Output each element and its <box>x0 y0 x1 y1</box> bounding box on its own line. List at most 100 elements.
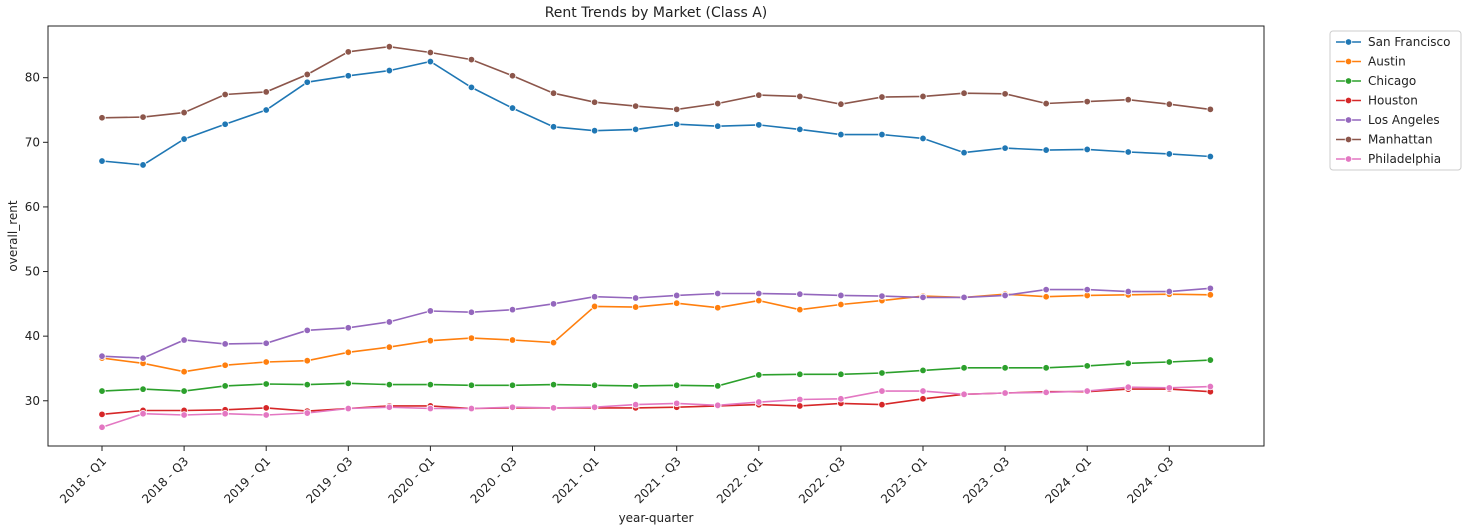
data-point-austin <box>1042 293 1050 301</box>
data-point-los-angeles <box>755 289 763 298</box>
data-point-los-angeles <box>1083 285 1091 294</box>
data-point-san-francisco <box>1206 152 1215 161</box>
data-point-san-francisco <box>139 161 147 169</box>
data-point-philadelphia <box>673 399 681 408</box>
data-point-philadelphia <box>262 411 270 419</box>
y-tick-label: 50 <box>25 265 40 279</box>
x-tick-label: 2020 - Q3 <box>468 454 520 506</box>
data-point-los-angeles <box>796 290 804 298</box>
x-tick-label: 2018 - Q1 <box>57 454 109 506</box>
data-point-los-angeles <box>673 291 681 300</box>
data-point-los-angeles <box>98 352 106 360</box>
data-point-san-francisco <box>221 120 229 128</box>
data-point-los-angeles <box>303 326 311 335</box>
series-line-manhattan <box>101 45 1211 119</box>
data-point-philadelphia <box>385 403 394 411</box>
data-point-austin <box>549 338 558 347</box>
data-point-philadelphia <box>1042 388 1050 397</box>
data-point-los-angeles <box>262 339 270 347</box>
data-point-philadelphia <box>303 409 311 417</box>
data-point-chicago <box>1165 358 1173 366</box>
x-axis-title: year-quarter <box>619 511 694 525</box>
legend-marker <box>1344 155 1353 163</box>
data-point-philadelphia <box>467 404 476 413</box>
data-point-manhattan <box>796 92 804 101</box>
data-point-austin <box>755 296 763 305</box>
plot-area <box>47 25 1265 447</box>
data-point-chicago <box>878 369 886 377</box>
x-tick-label: 2022 - Q3 <box>796 454 848 506</box>
series-layer <box>98 42 1215 431</box>
x-tick-label: 2019 - Q3 <box>303 454 355 506</box>
data-point-chicago <box>673 381 681 389</box>
data-point-manhattan <box>467 55 476 64</box>
data-point-manhattan <box>1124 95 1132 104</box>
data-point-chicago <box>1042 364 1050 372</box>
data-point-manhattan <box>1083 97 1091 106</box>
legend-item-san-francisco: San Francisco <box>1336 35 1450 49</box>
legend-item-austin: Austin <box>1336 55 1406 69</box>
x-tick-label: 2021 - Q1 <box>550 454 602 506</box>
data-point-los-angeles <box>631 294 640 302</box>
x-tick-label: 2018 - Q3 <box>139 454 191 506</box>
data-point-austin <box>714 304 722 312</box>
legend-label: Los Angeles <box>1368 113 1440 127</box>
data-point-san-francisco <box>878 130 886 139</box>
data-point-houston <box>919 395 927 403</box>
data-point-manhattan <box>590 98 599 106</box>
data-point-philadelphia <box>1001 389 1009 397</box>
x-tick-label: 2021 - Q3 <box>632 454 684 506</box>
legend-marker <box>1344 77 1353 85</box>
data-point-san-francisco <box>180 135 188 143</box>
x-tick-label: 2024 - Q3 <box>1124 454 1176 506</box>
x-tick-label: 2020 - Q1 <box>385 454 437 506</box>
legend-marker <box>1344 96 1353 105</box>
legend-item-manhattan: Manhattan <box>1336 133 1433 147</box>
data-point-chicago <box>385 380 394 389</box>
legend-item-los-angeles: Los Angeles <box>1336 113 1440 127</box>
data-point-austin <box>508 336 517 344</box>
data-point-san-francisco <box>426 57 435 66</box>
legend-label: Philadelphia <box>1368 152 1441 166</box>
series-los-angeles <box>98 284 1215 362</box>
data-point-chicago <box>139 385 147 393</box>
data-point-philadelphia <box>1165 384 1173 392</box>
data-point-manhattan <box>1206 105 1215 114</box>
data-point-chicago <box>549 380 558 389</box>
x-tick-label: 2023 - Q3 <box>960 454 1012 506</box>
legend-frame <box>1329 30 1462 171</box>
data-point-los-angeles <box>714 289 722 298</box>
series-line-san-francisco <box>101 60 1211 166</box>
data-point-philadelphia <box>98 423 106 431</box>
data-point-austin <box>467 334 476 342</box>
data-point-chicago <box>98 387 106 395</box>
data-point-manhattan <box>960 89 968 97</box>
data-point-san-francisco <box>508 104 517 112</box>
data-point-san-francisco <box>590 126 599 135</box>
data-point-chicago <box>755 371 763 379</box>
data-point-austin <box>673 299 681 307</box>
data-point-chicago <box>1001 364 1009 372</box>
data-point-los-angeles <box>467 308 476 316</box>
y-tick-label: 60 <box>25 200 40 214</box>
data-point-los-angeles <box>919 293 927 302</box>
data-point-manhattan <box>508 72 517 80</box>
y-tick-label: 80 <box>25 71 40 85</box>
data-point-los-angeles <box>1001 291 1009 300</box>
data-point-san-francisco <box>631 125 640 134</box>
data-point-manhattan <box>426 48 435 57</box>
data-point-los-angeles <box>221 340 229 348</box>
legend-label: Chicago <box>1368 74 1416 88</box>
legend-marker <box>1344 135 1353 144</box>
data-point-houston <box>262 404 270 412</box>
data-point-austin <box>262 358 270 366</box>
data-point-los-angeles <box>426 307 435 315</box>
series-line-los-angeles <box>101 287 1211 359</box>
data-point-manhattan <box>262 88 270 96</box>
legend-marker <box>1344 116 1353 124</box>
y-tick-label: 40 <box>25 329 40 343</box>
data-point-manhattan <box>1042 99 1050 108</box>
data-point-austin <box>221 361 229 369</box>
data-point-chicago <box>303 380 311 389</box>
